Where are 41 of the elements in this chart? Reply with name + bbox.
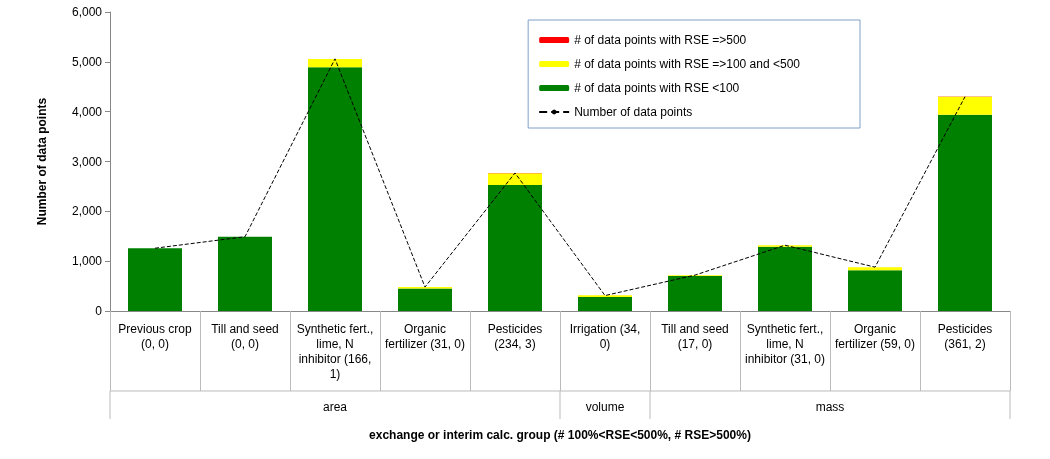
y-axis-title: Number of data points: [35, 97, 49, 226]
x-tick-label: Pesticides (234, 3): [487, 321, 543, 351]
y-tick-label: 4,000: [71, 104, 103, 119]
bar: [848, 270, 902, 311]
bar: [218, 236, 272, 311]
x-tick-label: Till and seed (17, 0): [661, 321, 729, 351]
text: mass: [815, 400, 845, 414]
x-tick-label: Previous crop (0, 0): [118, 321, 192, 351]
legend-label: Number of data points: [574, 105, 693, 119]
y-tick-label: 0: [95, 304, 103, 318]
legend-label: # of data points with RSE <100: [574, 81, 740, 95]
y-tick-label: 6,000: [71, 5, 103, 19]
text: area: [322, 400, 348, 414]
bar: [758, 246, 812, 311]
x-tick-label: Pesticides (361, 2): [937, 321, 993, 351]
bar: [668, 276, 722, 311]
bar: [848, 267, 902, 271]
x-tick-label: Synthetic fert., lime, N inhibitor (31, 0): [744, 321, 826, 366]
bar: [488, 173, 542, 185]
bar: [308, 67, 362, 311]
line-series: [154, 58, 966, 297]
bar: [488, 184, 542, 311]
text: volume: [585, 400, 625, 414]
x-tick-label: Irrigation (34, 0): [569, 321, 641, 351]
bar: [398, 288, 452, 311]
y-tick-label: 2,000: [71, 204, 103, 219]
x-axis-title: exchange or interim calc. group (# 100%<RSE<500%, # RSE>500%): [369, 428, 751, 442]
bar: [308, 59, 362, 68]
bar: [128, 248, 182, 311]
legend-label: # of data points with RSE =>500: [574, 33, 747, 47]
x-tick-label: Organic fertilizer (31, 0): [384, 321, 466, 351]
legend-label: # of data points with RSE =>100 and <500: [574, 57, 801, 71]
bar: [578, 297, 632, 311]
y-tick-label: 3,000: [71, 154, 103, 169]
y-tick-label: 1,000: [71, 254, 103, 269]
bar: [938, 96, 992, 115]
x-tick-label: Till and seed (0, 0): [211, 321, 279, 351]
y-tick-label: 5,000: [71, 54, 103, 69]
x-tick-label: Synthetic fert., lime, N inhibitor (166, 1): [296, 321, 374, 381]
x-tick-label: Organic fertilizer (59, 0): [834, 321, 916, 351]
bar: [938, 114, 992, 311]
